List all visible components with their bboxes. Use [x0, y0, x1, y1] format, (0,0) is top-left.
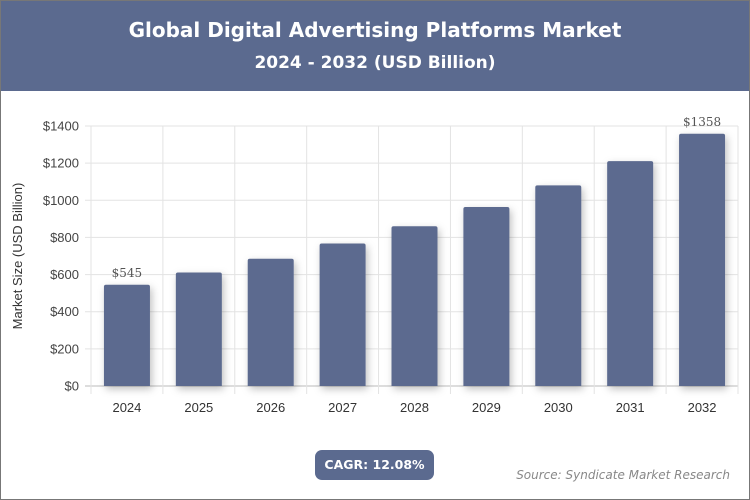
x-tick-label: 2027	[328, 400, 357, 415]
bar-2028	[391, 226, 438, 386]
y-tick-label: $200	[50, 341, 79, 356]
bar-2024	[103, 284, 150, 386]
x-tick-label: 2030	[544, 400, 573, 415]
bar-2026	[247, 258, 294, 386]
cagr-badge: CAGR: 12.08%	[315, 450, 434, 480]
y-tick-label: $1000	[43, 193, 79, 208]
y-tick-label: $0	[65, 379, 79, 394]
x-tick-label: 2032	[688, 400, 717, 415]
x-tick-label: 2026	[256, 400, 285, 415]
y-tick-label: $400	[50, 304, 79, 319]
y-tick-label: $800	[50, 230, 79, 245]
bar-2030	[535, 185, 582, 386]
bar-2027	[319, 243, 366, 386]
x-tick-label: 2028	[400, 400, 429, 415]
data-label: $545	[112, 266, 143, 280]
bar-2029	[463, 206, 510, 386]
chart-header: Global Digital Advertising Platforms Mar…	[1, 1, 749, 91]
x-tick-label: 2029	[472, 400, 501, 415]
bar-2032	[679, 133, 726, 386]
bar-2031	[607, 161, 654, 386]
y-axis-label: Market Size (USD Billion)	[10, 183, 25, 330]
y-tick-label: $600	[50, 267, 79, 282]
source-note: Source: Syndicate Market Research	[516, 468, 730, 482]
bar-2025	[175, 272, 222, 386]
x-tick-label: 2024	[112, 400, 141, 415]
chart-title: Global Digital Advertising Platforms Mar…	[128, 18, 622, 42]
y-tick-label: $1400	[43, 119, 79, 134]
x-tick-label: 2031	[616, 400, 645, 415]
x-tick-label: 2025	[184, 400, 213, 415]
y-tick-label: $1200	[43, 156, 79, 171]
chart-subtitle: 2024 - 2032 (USD Billion)	[254, 53, 496, 73]
data-label: $1358	[683, 115, 721, 129]
